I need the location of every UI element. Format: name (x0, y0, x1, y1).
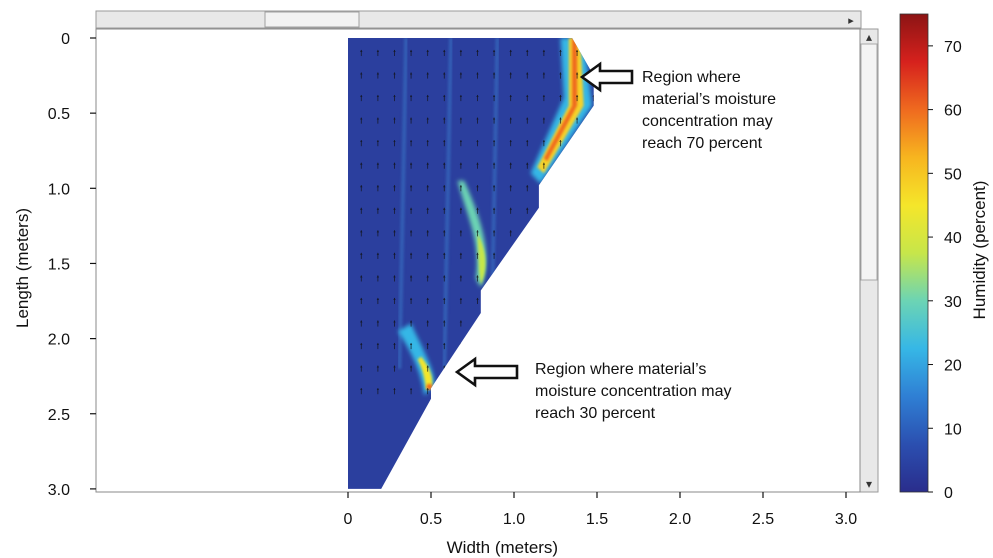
colorbar-title: Humidity (percent) (970, 181, 989, 320)
y-tick-label: 0.5 (48, 106, 70, 123)
annotations: Region where material’s moisture concentra… (454, 61, 776, 422)
annotation-line: reach 30 percent (535, 405, 656, 422)
y-tick-label: 0 (61, 31, 70, 48)
material-domain (348, 38, 594, 489)
vertical-scroll-thumb[interactable] (860, 43, 878, 281)
colorbar-tick-label: 10 (944, 421, 962, 438)
annotation-arrow-icon (579, 61, 634, 93)
colorbar-tick-label: 30 (944, 294, 962, 311)
vertical-scrollbar[interactable]: ▴ ▾ (859, 28, 879, 493)
colorbar-tick-label: 70 (944, 39, 962, 56)
moisture-streak (442, 38, 453, 369)
moisture-streak (397, 38, 409, 369)
horizontal-scroll-thumb[interactable] (264, 11, 360, 28)
axes: 0 0.5 1.0 1.5 2.0 2.5 3.0 0 0.5 1.0 1.5 2.0 2.5 3.0 Wi… (13, 31, 857, 557)
x-tick-label: 2.0 (669, 511, 691, 528)
x-tick-label: 2.5 (752, 511, 774, 528)
annotation-text: Region where material’s moisture concentra… (642, 69, 776, 152)
horizontal-scrollbar[interactable]: ▸ (95, 10, 862, 29)
x-tick-label: 0 (344, 511, 353, 528)
annotation-text: Region where material’s moisture concentr… (535, 361, 732, 422)
y-tick-label: 1.0 (48, 181, 70, 198)
annotation-line: Region where material’s (535, 361, 706, 378)
humidity-band-middle-core (477, 233, 486, 285)
y-axis-title: Length (meters) (13, 208, 32, 328)
x-tick-label: 1.0 (503, 511, 525, 528)
y-tick-label: 2.5 (48, 407, 70, 424)
y-tick-label: 3.0 (48, 482, 70, 499)
colorbar-tick-label: 20 (944, 358, 962, 375)
scroll-right-arrow-icon[interactable]: ▸ (848, 15, 854, 27)
humidity-band-lower-core (417, 356, 433, 390)
annotation-line: concentration may (642, 113, 773, 130)
colorbar: 0 10 20 30 40 50 60 70 Humidity (percent) (899, 13, 989, 502)
annotation-line: material’s moisture (642, 91, 776, 108)
y-tick-label: 2.0 (48, 332, 70, 349)
humidity-band-top-core (543, 38, 578, 162)
annotation-line: moisture concentration may (535, 383, 732, 400)
colorbar-bar (899, 13, 929, 493)
annotation-line: Region where (642, 69, 741, 86)
x-axis-title: Width (meters) (447, 538, 558, 557)
annotation-line: reach 70 percent (642, 135, 763, 152)
moisture-field (348, 38, 594, 489)
colorbar-tick-label: 60 (944, 103, 962, 120)
colorbar-tick-label: 50 (944, 166, 962, 183)
scroll-down-arrow-icon[interactable]: ▾ (866, 477, 872, 491)
colorbar-tick-label: 0 (944, 485, 953, 502)
x-tick-label: 0.5 (420, 511, 442, 528)
x-tick-label: 3.0 (835, 511, 857, 528)
annotation-arrow-icon (454, 356, 519, 388)
y-tick-label: 1.5 (48, 256, 70, 273)
scroll-up-arrow-icon[interactable]: ▴ (866, 30, 872, 44)
colorbar-tick-label: 40 (944, 230, 962, 247)
x-tick-label: 1.5 (586, 511, 608, 528)
